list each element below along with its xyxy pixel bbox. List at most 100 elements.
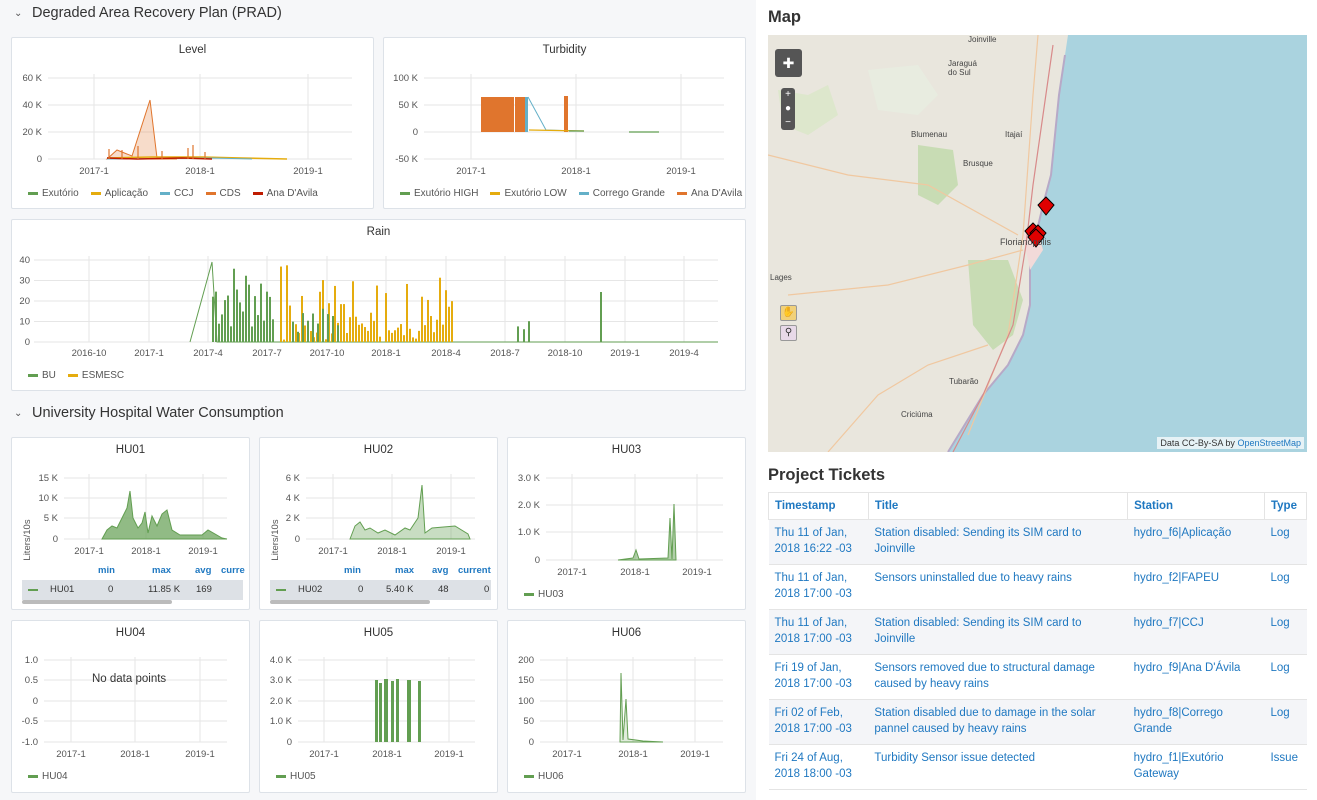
table-row[interactable]: Thu 11 of Jan, 2018 17:00 -03 Station dis… xyxy=(768,609,1307,655)
ticket-type-cell[interactable]: Log xyxy=(1264,699,1307,745)
ticket-station-cell[interactable]: hydro_f2|FAPEU xyxy=(1127,564,1265,610)
chevron-down-icon[interactable]: ⌄ xyxy=(14,407,23,419)
ticket-type-cell[interactable]: Log xyxy=(1264,564,1307,610)
openstreetmap-link[interactable]: OpenStreetMap xyxy=(1237,438,1301,448)
hu02-panel[interactable]: HU02 Liters/10s 6 K 4 K 2 K 0 2017-1 201… xyxy=(259,437,498,610)
ticket-title-cell[interactable]: Station disabled: Sending its SIM card t… xyxy=(868,519,1128,565)
legend-item[interactable]: Ana D'Avila xyxy=(252,188,318,199)
ticket-timestamp-cell[interactable]: Thu 11 of Jan, 2018 17:00 -03 xyxy=(768,609,869,655)
hu05-panel[interactable]: HU05 4.0 K 3.0 K 2.0 K 1.0 K 0 2017-1 20… xyxy=(259,620,498,793)
hu01-stat-head[interactable]: max xyxy=(152,565,172,576)
legend-item[interactable]: CDS xyxy=(205,188,241,199)
hu01-stat-head[interactable]: curre xyxy=(221,565,245,576)
ticket-station-cell[interactable]: hydro_f1|Exutório Gateway xyxy=(1127,744,1265,790)
column-header-station[interactable]: Station xyxy=(1127,492,1265,520)
legend-item[interactable]: Exutório xyxy=(28,188,79,199)
hu06-panel-title[interactable]: HU06 xyxy=(611,627,642,639)
hu02-stat-head[interactable]: max xyxy=(395,565,415,576)
ticket-type-cell[interactable]: Log xyxy=(1264,519,1307,565)
hu02-stats-row[interactable]: HU02 0 5.40 K 48 0 xyxy=(270,580,491,600)
column-header-type[interactable]: Type xyxy=(1263,492,1308,520)
ticket-timestamp-cell[interactable]: Fri 02 of Feb, 2018 17:00 -03 xyxy=(768,699,869,745)
chevron-down-icon[interactable]: ⌄ xyxy=(14,7,23,19)
zoom-out-icon[interactable]: − xyxy=(785,117,791,128)
table-row[interactable]: Thu 11 of Jan, 2018 16:22 -03 Station dis… xyxy=(768,519,1307,565)
level-panel[interactable]: Level 60 K 40 K 20 K 0 2017-1 2018-1 201… xyxy=(11,37,374,209)
ticket-title-cell[interactable]: Sensors removed due to structural damage… xyxy=(868,654,1128,700)
rain-panel[interactable]: Rain 40 30 20 10 0 2016-10 2017-1 2017-4 2017-7 2… xyxy=(11,219,746,391)
hu05-panel-title[interactable]: HU05 xyxy=(363,627,394,639)
legend-item[interactable]: BU xyxy=(28,370,56,381)
level-panel-title[interactable]: Level xyxy=(178,44,207,56)
table-row[interactable]: Fri 24 of Aug, 2018 18:00 -03 Turbidity S… xyxy=(768,744,1307,790)
hu02-stat-head[interactable]: current xyxy=(458,565,491,576)
ticket-title-cell[interactable]: Station disabled: Sending its SIM card t… xyxy=(868,609,1128,655)
legend-item[interactable]: HU03 xyxy=(524,589,564,600)
legend-item[interactable]: HU06 xyxy=(524,771,564,782)
ticket-station-cell[interactable]: hydro_f8|Corrego Grande xyxy=(1127,699,1265,745)
ticket-timestamp-cell[interactable]: Fri 19 of Jan, 2018 17:00 -03 xyxy=(768,654,869,700)
ticket-station-cell[interactable]: hydro_f7|CCJ xyxy=(1127,609,1265,655)
ticket-title-cell[interactable]: Turbidity Sensor issue detected xyxy=(868,744,1128,790)
legend-item[interactable]: Ana D'Avila xyxy=(676,188,742,199)
prad-row-header[interactable]: ⌄ Degraded Area Recovery Plan (PRAD) xyxy=(14,5,282,21)
map-pan-control-icon[interactable]: ✚ xyxy=(775,49,802,77)
map-panel[interactable]: Joinville Jaraguá do Sul Blumenau Itajaí… xyxy=(768,35,1307,452)
ticket-timestamp-cell[interactable]: Thu 11 of Jan, 2018 17:00 -03 xyxy=(768,564,869,610)
map-panel-title[interactable]: Map xyxy=(768,8,801,26)
turbidity-xtick: 2019-1 xyxy=(666,166,696,177)
column-header-timestamp[interactable]: Timestamp xyxy=(768,492,869,520)
hu01-stats-row[interactable]: HU01 0 11.85 K 169 xyxy=(22,580,243,600)
hu01-panel[interactable]: HU01 Liters/10s 15 K 10 K 5 K 0 2017-1 2… xyxy=(11,437,250,610)
hu02-stat-head[interactable]: min xyxy=(344,565,361,576)
legend-item[interactable]: Exutório HIGH xyxy=(400,188,478,199)
legend-item[interactable]: Exutório LOW xyxy=(490,188,567,199)
turbidity-panel-title[interactable]: Turbidity xyxy=(542,44,587,56)
hu04-ytick: -1.0 xyxy=(22,737,38,748)
legend-item[interactable]: Aplicação xyxy=(90,188,148,199)
column-header-title[interactable]: Title xyxy=(867,492,1129,520)
ticket-title-cell[interactable]: Sensors uninstalled due to heavy rains xyxy=(868,564,1128,610)
ticket-title-cell[interactable]: Station disabled due to damage in the so… xyxy=(868,699,1128,745)
hu02-panel-title[interactable]: HU02 xyxy=(363,444,394,456)
turbidity-panel[interactable]: Turbidity 100 K 50 K 0 -50 K 2017-1 2018… xyxy=(383,37,746,209)
legend-item[interactable]: Corrego Grande xyxy=(578,188,665,199)
hu01-stat-head[interactable]: min xyxy=(98,565,115,576)
hu02-scrollbar[interactable] xyxy=(270,600,430,604)
hu04-panel-title[interactable]: HU04 xyxy=(115,627,146,639)
map-zoom-control[interactable]: + ● − xyxy=(781,88,795,130)
legend-item[interactable]: CCJ xyxy=(160,188,194,199)
hu03-panel[interactable]: HU03 3.0 K 2.0 K 1.0 K 0 2017-1 2018-1 2… xyxy=(507,437,746,610)
hu03-panel-title[interactable]: HU03 xyxy=(611,444,642,456)
rain-bar xyxy=(406,283,408,342)
hu05-xtick: 2017-1 xyxy=(309,749,339,760)
legend-item[interactable]: ESMESC xyxy=(67,370,124,381)
table-row[interactable]: Fri 19 of Jan, 2018 17:00 -03 Sensors rem… xyxy=(768,654,1307,700)
table-row[interactable]: Thu 11 of Jan, 2018 17:00 -03 Sensors uni… xyxy=(768,564,1307,610)
world-icon[interactable]: ● xyxy=(784,103,792,114)
hu01-scrollbar[interactable] xyxy=(22,600,172,604)
ticket-type-cell[interactable]: Log xyxy=(1264,654,1307,700)
rain-panel-title[interactable]: Rain xyxy=(366,226,391,238)
hu06-panel[interactable]: HU06 200 150 100 50 0 2017-1 2018-1 2019… xyxy=(507,620,746,793)
hu04-panel[interactable]: HU04 1.0 0.5 0 -0.5 -1.0 2017-1 2018-1 2… xyxy=(11,620,250,793)
zoom-box-icon[interactable]: ⚲ xyxy=(780,325,797,341)
ticket-type-cell[interactable]: Log xyxy=(1264,609,1307,655)
ticket-timestamp-cell[interactable]: Fri 24 of Aug, 2018 18:00 -03 xyxy=(768,744,869,790)
ticket-station-cell[interactable]: hydro_f9|Ana D'Ávila xyxy=(1127,654,1265,700)
hand-tool-icon[interactable]: ✋ xyxy=(780,305,797,321)
legend-item[interactable]: HU05 xyxy=(276,771,316,782)
tickets-panel-title[interactable]: Project Tickets xyxy=(768,466,886,484)
hu01-panel-title[interactable]: HU01 xyxy=(115,444,146,456)
hu02-stat-head[interactable]: avg xyxy=(432,565,449,576)
ticket-timestamp-cell[interactable]: Thu 11 of Jan, 2018 16:22 -03 xyxy=(768,519,869,565)
ticket-station-cell[interactable]: hydro_f6|Aplicação xyxy=(1127,519,1265,565)
zoom-in-icon[interactable]: + xyxy=(785,89,791,100)
hu05-ytick: 4.0 K xyxy=(270,655,293,666)
hospital-row-header[interactable]: ⌄ University Hospital Water Consumption xyxy=(14,405,284,421)
table-row[interactable]: Fri 02 of Feb, 2018 17:00 -03 Station dis… xyxy=(768,699,1307,745)
legend-item[interactable]: HU04 xyxy=(28,771,68,782)
hu01-stat-head[interactable]: avg xyxy=(195,565,212,576)
ticket-type-cell[interactable]: Issue xyxy=(1264,744,1307,790)
level-chart: 60 K 40 K 20 K 0 2017-1 2018-1 2019-1 xyxy=(22,73,352,177)
